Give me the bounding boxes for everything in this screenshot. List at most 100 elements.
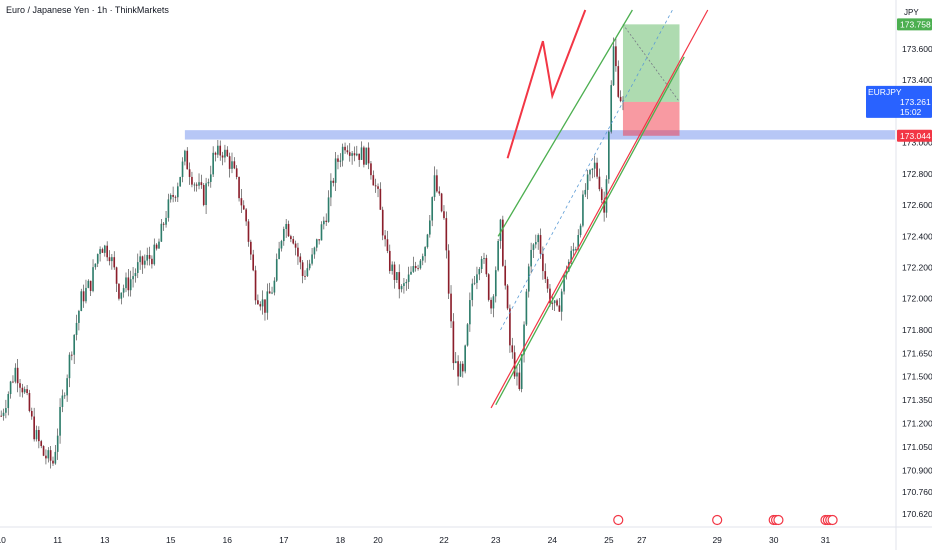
- price-label-box: [866, 85, 932, 118]
- candle-body: [351, 153, 353, 156]
- candle-body: [570, 250, 572, 262]
- candle-body: [445, 218, 448, 251]
- candle-body: [412, 266, 415, 272]
- candle-body: [228, 156, 231, 169]
- channel-median-line: [500, 9, 673, 331]
- candle-body: [318, 239, 320, 241]
- candle-body: [414, 266, 417, 269]
- candle-body: [499, 219, 502, 241]
- candle-body: [247, 221, 250, 242]
- candle-body: [155, 244, 158, 249]
- candle-body: [268, 291, 271, 294]
- candle-body: [259, 304, 262, 307]
- time-axis[interactable]: 10 11 13 15 16 17 18 20 22 23 24 25 27 29 30 31: [0, 535, 831, 545]
- candle-body: [101, 249, 104, 253]
- candle-body: [186, 150, 189, 170]
- event-marker: [773, 514, 784, 526]
- x-tick-label: 23: [491, 535, 501, 545]
- candle-body: [297, 247, 299, 257]
- price-label-text: 15:02: [900, 107, 922, 117]
- price-axis[interactable]: 173.600 173.400 173.000 172.800 172.600 172.4…: [902, 44, 932, 519]
- candle-body: [494, 270, 497, 297]
- x-tick-label: 24: [548, 535, 558, 545]
- candle-body: [212, 152, 214, 175]
- candle-body: [103, 245, 106, 253]
- x-tick-label: 11: [53, 535, 62, 545]
- candle-body: [85, 287, 87, 302]
- candle-body: [527, 266, 530, 292]
- currency-label: JPY: [904, 8, 919, 17]
- x-tick-label: 25: [604, 535, 614, 545]
- x-tick-label: 22: [439, 535, 449, 545]
- candle-body: [5, 408, 7, 413]
- candle-body: [341, 146, 344, 161]
- candle-body: [257, 300, 259, 305]
- event-marker: [827, 514, 838, 526]
- candle-body: [254, 270, 257, 301]
- y-tick-label: 170.620: [902, 509, 932, 519]
- candle-body: [502, 219, 504, 266]
- candle-body: [96, 254, 99, 264]
- event-markers: [613, 514, 838, 526]
- candle-body: [476, 274, 478, 283]
- candle-body: [459, 363, 462, 377]
- candle-body: [363, 147, 365, 165]
- candle-body: [450, 293, 452, 322]
- candle-body: [80, 291, 83, 311]
- candle-body: [461, 363, 464, 372]
- candle-body: [28, 393, 31, 411]
- candle-body: [231, 161, 233, 169]
- candle-body: [40, 441, 43, 447]
- candle-body: [315, 239, 318, 248]
- resistance-zone: [184, 130, 895, 140]
- candle-body: [33, 416, 35, 440]
- candle-body: [452, 321, 455, 364]
- candle-body: [523, 324, 525, 355]
- candle-body: [153, 244, 156, 265]
- candle-body: [431, 197, 434, 221]
- candle-body: [575, 249, 577, 250]
- candle-body: [447, 250, 450, 294]
- candle-body: [339, 160, 342, 162]
- candle-body: [372, 175, 375, 186]
- x-tick-label: 20: [373, 535, 383, 545]
- candle-body: [582, 194, 584, 226]
- candle-body: [202, 185, 205, 206]
- candle-body: [384, 235, 386, 240]
- candle-body: [82, 291, 85, 302]
- candle-body: [139, 256, 141, 263]
- x-tick-label: 27: [637, 535, 647, 545]
- candle-body: [330, 180, 332, 198]
- y-tick-label: 172.000: [902, 294, 932, 304]
- candle-body: [365, 147, 368, 165]
- candle-body: [264, 299, 266, 313]
- y-tick-label: 172.200: [902, 263, 932, 273]
- candle-body: [14, 367, 17, 382]
- candle-body: [273, 280, 276, 293]
- candle-body: [16, 367, 19, 384]
- candle-body: [120, 292, 123, 299]
- candle-body: [26, 389, 28, 394]
- candle-body: [485, 258, 488, 275]
- price-label-text: 173.044: [900, 131, 931, 141]
- candle-body: [200, 182, 203, 186]
- candle-body: [567, 261, 570, 272]
- candle-body: [379, 188, 382, 210]
- price-label-text: 173.261: [900, 97, 931, 107]
- y-tick-label: 171.350: [902, 395, 932, 405]
- candle-body: [285, 223, 287, 229]
- candle-body: [49, 450, 52, 461]
- candle-body: [323, 220, 325, 225]
- candle-body: [122, 288, 125, 293]
- candle-body: [308, 263, 311, 269]
- candle-body: [518, 372, 521, 390]
- candle-body: [30, 410, 33, 417]
- candle-body: [457, 361, 459, 377]
- candle-body: [214, 152, 217, 155]
- y-tick-label: 173.000: [902, 138, 932, 148]
- candle-body: [348, 152, 351, 156]
- candle-body: [551, 302, 554, 304]
- candle-body: [469, 300, 471, 325]
- candle-body: [426, 234, 429, 248]
